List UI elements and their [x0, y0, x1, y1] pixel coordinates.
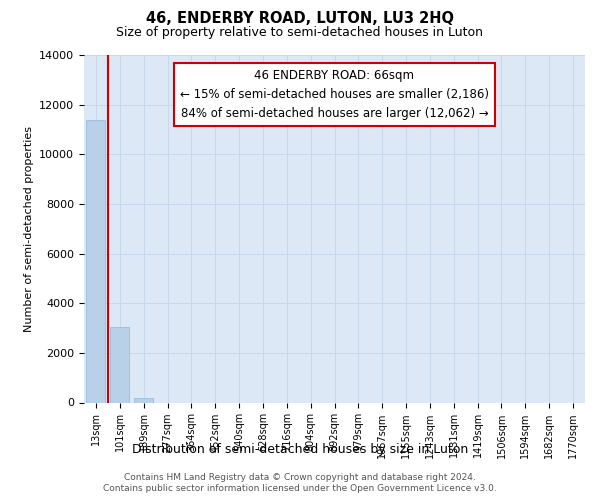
Bar: [134, 398, 153, 402]
Text: Distribution of semi-detached houses by size in Luton: Distribution of semi-detached houses by …: [132, 442, 468, 456]
Text: Contains public sector information licensed under the Open Government Licence v3: Contains public sector information licen…: [103, 484, 497, 493]
Text: 46 ENDERBY ROAD: 66sqm
← 15% of semi-detached houses are smaller (2,186)
84% of : 46 ENDERBY ROAD: 66sqm ← 15% of semi-det…: [180, 69, 489, 120]
Bar: [86, 120, 106, 403]
Text: Contains HM Land Registry data © Crown copyright and database right 2024.: Contains HM Land Registry data © Crown c…: [124, 472, 476, 482]
Y-axis label: Number of semi-detached properties: Number of semi-detached properties: [23, 126, 34, 332]
Text: Size of property relative to semi-detached houses in Luton: Size of property relative to semi-detach…: [116, 26, 484, 39]
Bar: [110, 327, 130, 402]
Text: 46, ENDERBY ROAD, LUTON, LU3 2HQ: 46, ENDERBY ROAD, LUTON, LU3 2HQ: [146, 11, 454, 26]
